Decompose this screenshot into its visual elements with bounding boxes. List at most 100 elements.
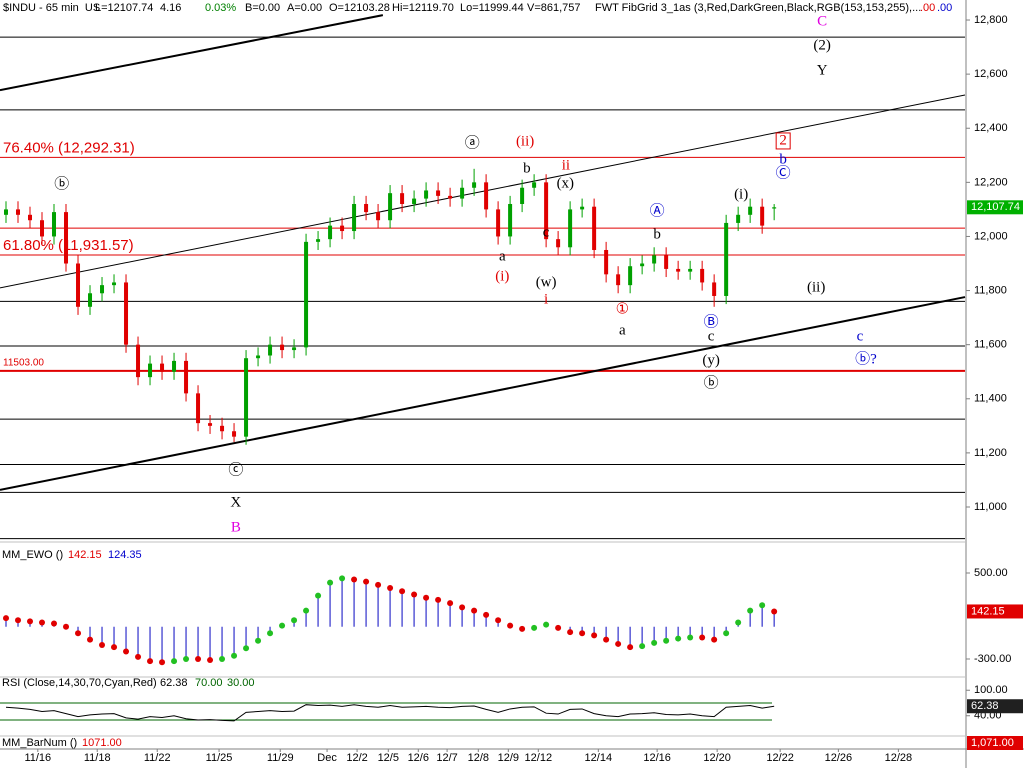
x-tick-label: 11/18 [84, 752, 111, 764]
header-field: O=12103.28 [329, 2, 390, 14]
ewo-bar [209, 626, 211, 661]
ewo-bar [389, 588, 391, 627]
candle-body [712, 282, 717, 296]
candle-body [292, 347, 297, 351]
ewo-bar [497, 620, 499, 627]
wave-label: ii [562, 158, 570, 174]
wave-label: ① [616, 301, 629, 317]
ewo-bar [149, 626, 151, 662]
ewo-bar [449, 603, 451, 627]
ewo-dot [255, 637, 262, 644]
ewo-dot [183, 655, 190, 662]
ewo-dot [603, 636, 610, 643]
ewo-dot [75, 630, 82, 637]
last-price: 12,107.74 [971, 201, 1020, 213]
candle-body [676, 268, 681, 272]
trend-line [0, 94, 966, 289]
ewo-bar [293, 620, 295, 627]
ewo-bar [485, 614, 487, 627]
candle-body [352, 203, 357, 232]
ewo-dot [615, 640, 622, 647]
candle-body [256, 355, 261, 359]
candle-body [244, 358, 249, 437]
ewo-dot [459, 604, 466, 611]
candle-body [544, 182, 549, 240]
ewo-bar [413, 594, 415, 627]
ewo-dot [543, 621, 550, 628]
ewo-dot [279, 622, 286, 629]
ewo-bar [581, 626, 583, 634]
candle-body [376, 212, 381, 221]
x-tick-label: 11/22 [144, 752, 171, 764]
panel-title: MM_BarNum () [2, 737, 77, 749]
candle-body [268, 344, 273, 356]
candle-body [508, 203, 513, 237]
fib-label: 11503.00 [3, 358, 44, 369]
candle-body [520, 187, 525, 204]
ewo-dot [195, 655, 202, 662]
wave-label: Ⓑ [704, 313, 719, 330]
ewo-dot [303, 607, 310, 614]
candle-body [412, 198, 417, 204]
ewo-dot [771, 608, 778, 615]
candle-body [748, 206, 753, 215]
level-readout: 70.00 [195, 677, 223, 689]
ewo-bar [161, 626, 163, 663]
ewo-bar [401, 591, 403, 627]
ewo-bar [689, 626, 691, 638]
ewo-dot [651, 639, 658, 646]
candle-body [616, 274, 621, 286]
ewo-bar [197, 626, 199, 659]
ewo-dot [351, 576, 358, 583]
x-tick-label: 11/25 [206, 752, 233, 764]
ewo-bar [341, 578, 343, 627]
ewo-bar [713, 626, 715, 640]
candle-body [220, 425, 225, 432]
wave-label: b [523, 161, 531, 177]
ewo-bar [653, 626, 655, 643]
ewo-dot [387, 585, 394, 592]
ewo-bar [89, 626, 91, 640]
wave-label: ⓒ [228, 461, 243, 478]
candle-body [448, 195, 453, 199]
candle-body [64, 212, 69, 264]
readout: 142.15 [68, 549, 102, 561]
candle-body [148, 363, 153, 378]
candle-body [436, 190, 441, 196]
header-field: .00 [937, 2, 952, 14]
header-field: Lo=11999.44 [460, 2, 524, 14]
y-tick-label: 12,200 [974, 176, 1008, 188]
ewo-dot [51, 620, 58, 627]
ewo-bar [113, 626, 115, 648]
panel-title: MM_EWO () [2, 549, 63, 561]
wave-label: 2 [779, 132, 787, 148]
candle-body [400, 193, 405, 204]
y-tick-label: 11,800 [974, 284, 1007, 296]
ewo-bar [749, 610, 751, 627]
wave-label: ⓑ? [855, 350, 877, 367]
wave-label: Y [817, 62, 828, 78]
wave-label: c [543, 224, 550, 240]
candle-body [328, 225, 333, 240]
x-tick-label: 12/6 [408, 752, 429, 764]
wave-label: c [857, 328, 864, 344]
ewo-dot [747, 607, 754, 614]
ewo-dot [567, 629, 574, 636]
ewo-dot [375, 581, 382, 588]
ewo-value: 142.15 [971, 605, 1005, 617]
ewo-dot [495, 617, 502, 624]
trend-line [0, 296, 966, 491]
x-tick-label: 12/16 [643, 752, 671, 764]
fib-label: 61.80% (11,931.57) [3, 237, 134, 254]
candle-body [40, 220, 45, 237]
ewo-bar [425, 597, 427, 627]
header-field: B=0.00 [245, 2, 280, 14]
ewo-dot [27, 618, 34, 625]
ewo-bar [173, 626, 175, 662]
ewo-dot [519, 625, 526, 632]
candle-body [424, 190, 429, 199]
candle-body [700, 268, 705, 283]
ewo-dot [675, 635, 682, 642]
wave-label: (2) [813, 37, 831, 53]
